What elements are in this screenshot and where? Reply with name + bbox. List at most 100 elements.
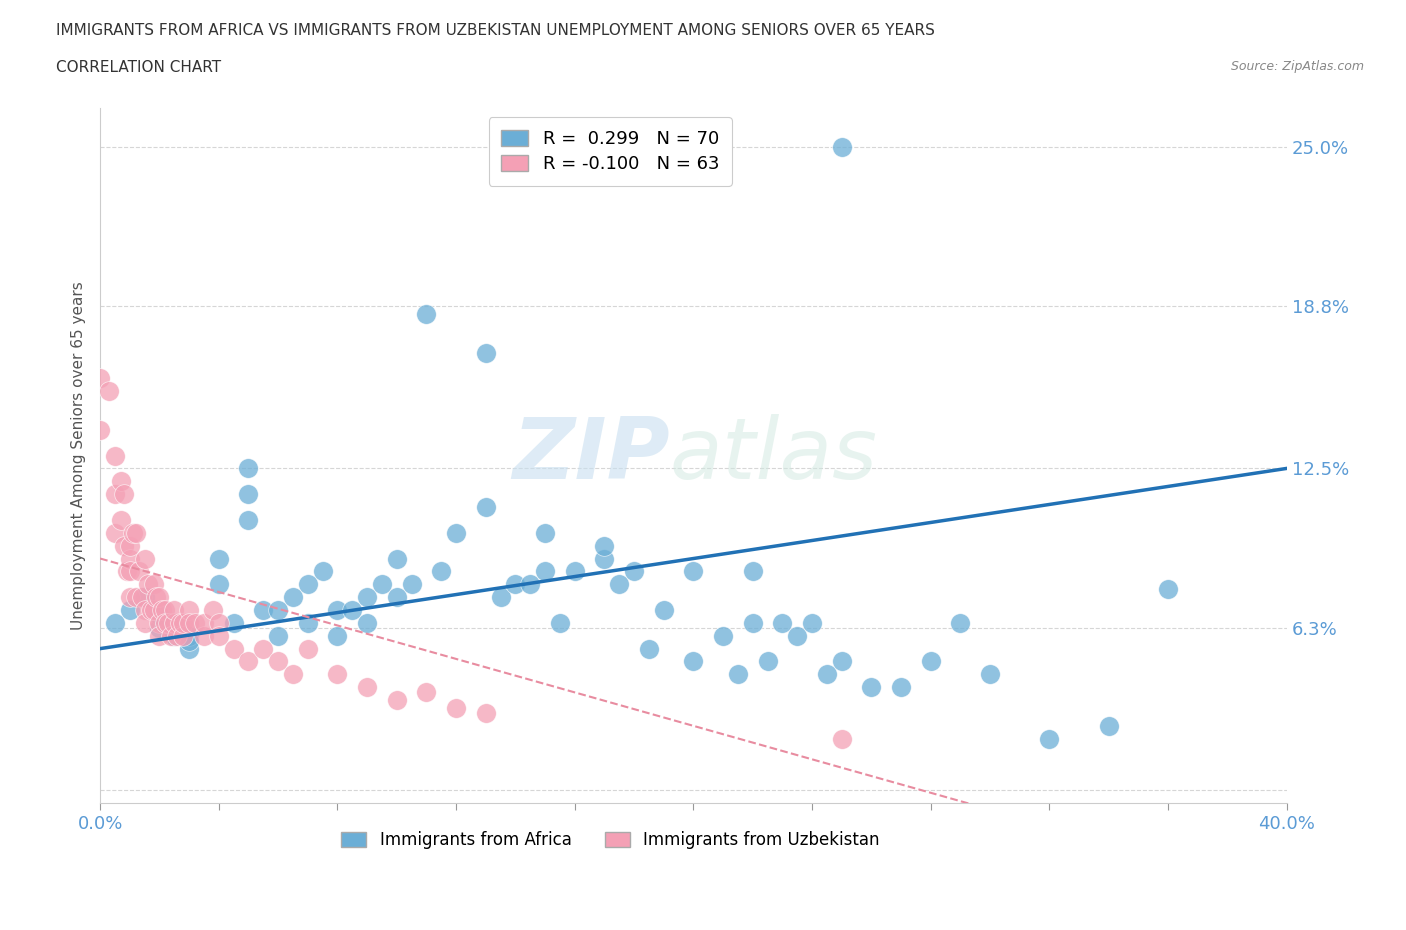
Point — [326, 667, 349, 682]
Point — [148, 629, 170, 644]
Point — [741, 616, 763, 631]
Point — [831, 140, 853, 154]
Point — [607, 577, 630, 591]
Point — [297, 577, 319, 591]
Point — [385, 551, 408, 566]
Point — [136, 577, 159, 591]
Point — [920, 654, 942, 669]
Point — [142, 603, 165, 618]
Point — [160, 629, 183, 644]
Point — [371, 577, 394, 591]
Point — [169, 616, 191, 631]
Point — [356, 616, 378, 631]
Point — [267, 629, 290, 644]
Point — [118, 590, 141, 604]
Point — [682, 654, 704, 669]
Point — [326, 629, 349, 644]
Point — [104, 448, 127, 463]
Point — [118, 551, 141, 566]
Point — [444, 525, 467, 540]
Point — [831, 731, 853, 746]
Point — [238, 461, 260, 476]
Point — [118, 564, 141, 578]
Point — [112, 538, 135, 553]
Point — [1098, 718, 1121, 733]
Point — [489, 590, 512, 604]
Point — [222, 641, 245, 656]
Point — [593, 551, 616, 566]
Point — [134, 616, 156, 631]
Point — [756, 654, 779, 669]
Point — [139, 603, 162, 618]
Point — [179, 603, 201, 618]
Point — [623, 564, 645, 578]
Point — [281, 667, 304, 682]
Point — [801, 616, 824, 631]
Point — [89, 371, 111, 386]
Point — [179, 629, 201, 644]
Point — [890, 680, 912, 695]
Point — [534, 564, 557, 578]
Point — [548, 616, 571, 631]
Point — [342, 603, 364, 618]
Point — [172, 616, 194, 631]
Point — [711, 629, 734, 644]
Point — [208, 577, 231, 591]
Point — [979, 667, 1001, 682]
Point — [474, 499, 496, 514]
Point — [89, 422, 111, 437]
Point — [326, 603, 349, 618]
Point — [208, 629, 231, 644]
Point — [163, 629, 186, 644]
Point — [593, 538, 616, 553]
Point — [131, 590, 153, 604]
Point — [118, 603, 141, 618]
Text: Source: ZipAtlas.com: Source: ZipAtlas.com — [1230, 60, 1364, 73]
Point — [252, 641, 274, 656]
Point — [297, 641, 319, 656]
Point — [179, 616, 201, 631]
Point — [193, 629, 215, 644]
Point — [172, 629, 194, 644]
Point — [831, 654, 853, 669]
Point — [949, 616, 972, 631]
Text: atlas: atlas — [669, 414, 877, 497]
Point — [356, 680, 378, 695]
Point — [815, 667, 838, 682]
Point — [222, 616, 245, 631]
Point — [444, 700, 467, 715]
Point — [193, 616, 215, 631]
Point — [134, 603, 156, 618]
Point — [281, 590, 304, 604]
Point — [163, 603, 186, 618]
Point — [652, 603, 675, 618]
Point — [682, 564, 704, 578]
Point — [104, 525, 127, 540]
Point — [179, 641, 201, 656]
Point — [564, 564, 586, 578]
Point — [415, 307, 437, 322]
Point — [474, 345, 496, 360]
Point — [152, 603, 174, 618]
Point — [267, 603, 290, 618]
Point — [238, 654, 260, 669]
Point — [128, 564, 150, 578]
Point — [184, 616, 207, 631]
Point — [157, 616, 180, 631]
Point — [179, 633, 201, 648]
Point — [166, 629, 188, 644]
Y-axis label: Unemployment Among Seniors over 65 years: Unemployment Among Seniors over 65 years — [72, 281, 86, 630]
Point — [401, 577, 423, 591]
Point — [385, 693, 408, 708]
Point — [148, 620, 170, 635]
Point — [112, 486, 135, 501]
Point — [125, 525, 148, 540]
Point — [238, 512, 260, 527]
Point — [1038, 731, 1060, 746]
Point — [860, 680, 883, 695]
Point — [208, 616, 231, 631]
Point — [385, 590, 408, 604]
Point — [148, 616, 170, 631]
Point — [110, 512, 132, 527]
Point — [519, 577, 541, 591]
